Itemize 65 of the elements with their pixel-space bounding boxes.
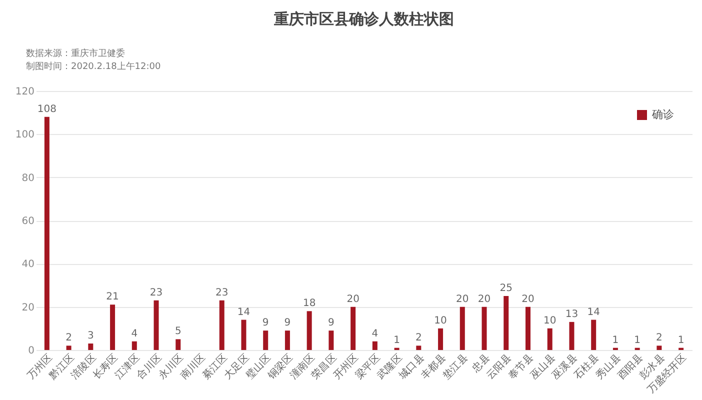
legend-label: 确诊 — [651, 108, 674, 121]
bar — [526, 306, 530, 350]
bar — [350, 306, 356, 350]
bar — [219, 300, 224, 350]
data-label: 20 — [346, 294, 360, 305]
bar — [482, 306, 487, 350]
data-label: 3 — [87, 330, 94, 342]
data-label: 23 — [150, 287, 163, 298]
data-label: 5 — [174, 326, 182, 338]
data-label: 9 — [328, 318, 334, 329]
bar — [88, 344, 94, 350]
bar — [284, 330, 290, 350]
data-label: 10 — [434, 315, 447, 326]
y-tick-label: 60 — [22, 216, 34, 227]
bar — [263, 330, 268, 350]
y-tick-label: 20 — [22, 302, 34, 314]
data-label: 10 — [544, 315, 556, 326]
data-label: 21 — [106, 292, 119, 303]
bar — [504, 296, 509, 350]
bar — [569, 322, 574, 350]
data-label: 23 — [216, 287, 228, 298]
data-label: 13 — [565, 308, 578, 320]
data-label: 14 — [587, 306, 600, 318]
bar — [306, 311, 312, 350]
bar — [328, 330, 334, 350]
data-label: 25 — [500, 283, 512, 294]
data-label: 20 — [522, 294, 534, 305]
data-label: 20 — [478, 294, 491, 305]
bar — [132, 341, 137, 350]
data-label: 4 — [131, 328, 138, 340]
bar — [416, 346, 422, 350]
data-label: 20 — [456, 294, 469, 305]
y-tick-label: 120 — [15, 86, 34, 98]
bar — [241, 320, 246, 350]
bar — [176, 339, 181, 350]
bar — [591, 320, 596, 350]
data-label: 108 — [37, 104, 56, 115]
bar — [372, 341, 378, 350]
data-label: 2 — [66, 332, 72, 344]
data-label: 2 — [656, 332, 662, 344]
bar — [656, 346, 662, 350]
source-note: 数据来源：重庆市卫健委 — [26, 48, 125, 59]
bar — [110, 304, 116, 350]
bar — [66, 346, 72, 350]
bar — [547, 328, 552, 350]
data-label: 9 — [284, 318, 291, 329]
bar — [460, 306, 465, 350]
bar — [154, 300, 159, 350]
y-tick-label: 40 — [22, 259, 34, 270]
y-tick-label: 0 — [28, 346, 34, 356]
data-label: 14 — [237, 306, 250, 318]
bar — [438, 328, 444, 350]
y-tick-label: 80 — [22, 172, 34, 184]
bar — [44, 116, 50, 350]
data-label: 1 — [678, 334, 684, 346]
y-tick-label: 100 — [15, 130, 34, 141]
data-label: 4 — [372, 328, 378, 340]
text: 制图时间：2020.2.18上午12:00 — [26, 61, 162, 72]
data-label: 1 — [612, 334, 619, 346]
data-label: 18 — [302, 298, 316, 310]
data-label: 1 — [634, 334, 641, 346]
chart-title: 重庆市区县确诊人数柱状图 — [273, 10, 454, 28]
data-label: 9 — [262, 318, 269, 329]
data-label: 1 — [394, 334, 400, 346]
data-label: 2 — [415, 332, 422, 344]
